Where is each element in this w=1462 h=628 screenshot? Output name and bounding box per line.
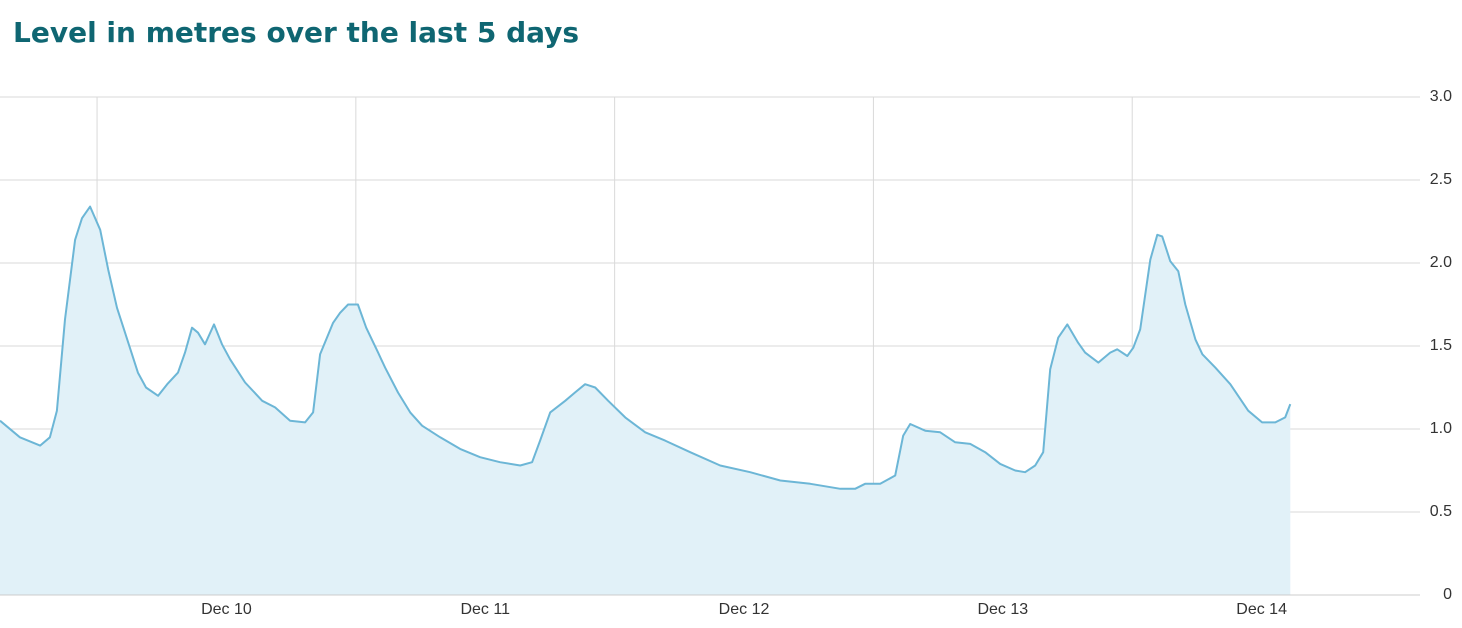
y-tick-label: 2.0 (1430, 254, 1452, 271)
y-tick-label: 1.0 (1430, 420, 1452, 437)
area-fill (0, 206, 1291, 595)
y-tick-label: 0.5 (1430, 503, 1452, 520)
line (0, 205, 1292, 490)
x-tick-label: Dec 11 (460, 601, 510, 618)
y-tick-label: 1.5 (1430, 337, 1452, 354)
chart-title: Level in metres over the last 5 days (13, 16, 579, 49)
x-tick-label: Dec 14 (1236, 601, 1287, 618)
y-tick-label: 3.0 (1430, 88, 1452, 105)
x-tick-label: Dec 13 (977, 601, 1028, 618)
y-tick-label: 2.5 (1430, 171, 1452, 188)
x-tick-label: Dec 12 (719, 601, 770, 618)
x-tick-label: Dec 10 (201, 601, 252, 618)
y-tick-label: 0 (1443, 586, 1452, 603)
